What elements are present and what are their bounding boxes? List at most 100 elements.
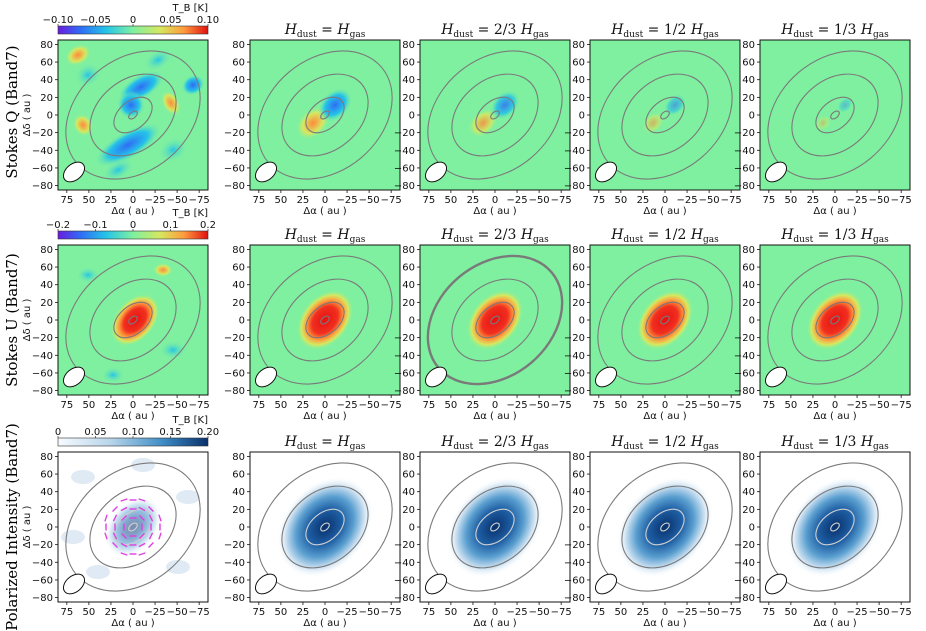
colorbar-tick-label: 0 bbox=[130, 220, 136, 231]
y-tick-label: −80 bbox=[734, 593, 755, 604]
continuum-contour bbox=[281, 485, 369, 569]
colorbar-tick-label: 0.15 bbox=[159, 427, 181, 438]
continuum-contour bbox=[320, 315, 330, 325]
y-tick-label: −80 bbox=[564, 386, 585, 397]
x-tick-label: 75 bbox=[592, 607, 605, 618]
beam-ellipse bbox=[254, 573, 278, 595]
u-noise-blob bbox=[159, 340, 187, 360]
colorbar-unit: T_B [K] bbox=[171, 415, 208, 426]
y-tick-label: 60 bbox=[572, 58, 585, 69]
x-tick-label: 25 bbox=[105, 400, 118, 411]
x-axis-label: Δα ( au ) bbox=[303, 206, 346, 217]
x-tick-label: 25 bbox=[637, 400, 650, 411]
colorbar-gradient bbox=[57, 437, 209, 447]
x-tick-label: 75 bbox=[592, 400, 605, 411]
x-tick-label: 75 bbox=[422, 607, 435, 618]
colorbar-tick-label: 0.20 bbox=[197, 427, 219, 438]
panel-q-1: 75 50 25 0 −25 −50 −75 80 60 40 20 0 −20 −40 −60 −80 Δα … bbox=[224, 22, 402, 217]
y-tick-label: 0 bbox=[47, 111, 53, 122]
panel-u-0: 75 50 25 0 −25 −50 −75 80 60 40 20 0 −20 −40 −60 −80 Δα … bbox=[22, 244, 210, 422]
x-tick-label: −25 bbox=[847, 607, 868, 618]
model-title: Hdust = 1/2 Hgas bbox=[610, 22, 719, 40]
y-tick-label: 20 bbox=[232, 93, 245, 104]
y-tick-label: −40 bbox=[564, 146, 585, 157]
beam-ellipse bbox=[764, 573, 788, 595]
y-tick-label: −80 bbox=[734, 386, 755, 397]
u-emission bbox=[806, 289, 864, 351]
x-tick-label: 0 bbox=[492, 400, 498, 411]
x-tick-label: 0 bbox=[322, 400, 328, 411]
x-tick-label: 75 bbox=[60, 607, 73, 618]
colorbar-tick-label: 0 bbox=[130, 15, 136, 26]
beam-ellipse bbox=[424, 161, 448, 183]
y-tick-label: 80 bbox=[402, 40, 415, 51]
x-tick-label: −25 bbox=[677, 400, 698, 411]
y-tick-label: −20 bbox=[564, 128, 585, 139]
x-tick-label: 0 bbox=[492, 195, 498, 206]
x-tick-label: −50 bbox=[869, 195, 890, 206]
y-tick-label: −60 bbox=[32, 368, 53, 379]
x-tick-label: 50 bbox=[445, 607, 458, 618]
polarization-vector bbox=[138, 552, 146, 556]
u-emission bbox=[110, 293, 160, 347]
x-tick-label: 25 bbox=[297, 195, 310, 206]
y-tick-label: 20 bbox=[572, 93, 585, 104]
x-tick-label: −50 bbox=[699, 607, 720, 618]
y-tick-label: 40 bbox=[232, 280, 245, 291]
model-title: Hdust = 2/3 Hgas bbox=[440, 227, 549, 245]
x-tick-label: 0 bbox=[662, 400, 668, 411]
polarization-vector bbox=[112, 542, 118, 548]
continuum-contour bbox=[621, 73, 709, 157]
x-tick-label: −75 bbox=[189, 195, 210, 206]
polarization-vector bbox=[139, 515, 145, 521]
continuum-contour bbox=[128, 522, 138, 532]
y-axis-label: Δδ ( au ) bbox=[22, 94, 33, 137]
x-tick-label: 50 bbox=[83, 400, 96, 411]
y-tick-label: −20 bbox=[32, 333, 53, 344]
y-tick-label: −80 bbox=[734, 181, 755, 192]
continuum-contour bbox=[451, 485, 539, 569]
continuum-contour bbox=[660, 522, 670, 532]
x-tick-label: 75 bbox=[252, 400, 265, 411]
q-emission-lobe bbox=[74, 62, 102, 88]
panel-u-1: 75 50 25 0 −25 −50 −75 80 60 40 20 0 −20 −40 −60 −80 Δα … bbox=[224, 227, 402, 422]
continuum-contour bbox=[830, 315, 840, 325]
colorbar-tick-label: −0.2 bbox=[46, 220, 70, 231]
pi-emission bbox=[104, 496, 162, 558]
continuum-contour bbox=[305, 301, 345, 339]
x-tick-label: −50 bbox=[167, 607, 188, 618]
y-axis-label: Δδ ( au ) bbox=[22, 299, 33, 342]
x-tick-label: −75 bbox=[189, 400, 210, 411]
model-title: Hdust = Hgas bbox=[284, 22, 366, 40]
x-tick-label: 25 bbox=[637, 607, 650, 618]
pi-noise-blob bbox=[131, 458, 155, 472]
q-emission-lobe bbox=[143, 48, 173, 72]
y-tick-label: −40 bbox=[394, 146, 415, 157]
polarization-vector bbox=[158, 514, 162, 522]
pi-noise-blob bbox=[61, 530, 85, 544]
x-axis-label: Δα ( au ) bbox=[111, 618, 154, 629]
y-tick-label: −80 bbox=[224, 593, 245, 604]
y-tick-label: 20 bbox=[742, 93, 755, 104]
x-tick-label: 75 bbox=[60, 400, 73, 411]
panel-image bbox=[426, 254, 564, 386]
beam-ellipse bbox=[62, 161, 86, 183]
y-tick-label: 20 bbox=[402, 93, 415, 104]
x-tick-label: −25 bbox=[337, 195, 358, 206]
q-negative-lobe bbox=[836, 96, 854, 114]
y-tick-label: 20 bbox=[742, 505, 755, 516]
u-emission bbox=[296, 289, 354, 351]
y-tick-label: −80 bbox=[394, 593, 415, 604]
y-tick-label: 40 bbox=[232, 487, 245, 498]
x-tick-label: 25 bbox=[637, 195, 650, 206]
panel-q-2: 75 50 25 0 −25 −50 −75 80 60 40 20 0 −20 −40 −60 −80 Δα … bbox=[394, 22, 572, 217]
polarization-vector bbox=[139, 533, 145, 539]
y-tick-label: 40 bbox=[742, 75, 755, 86]
x-tick-label: −75 bbox=[189, 607, 210, 618]
x-tick-label: −25 bbox=[677, 607, 698, 618]
colorbar-unit: T_B [K] bbox=[171, 3, 208, 14]
y-tick-label: −80 bbox=[32, 386, 53, 397]
continuum-contour bbox=[815, 301, 855, 339]
y-tick-label: 20 bbox=[40, 93, 53, 104]
y-tick-label: −60 bbox=[734, 163, 755, 174]
